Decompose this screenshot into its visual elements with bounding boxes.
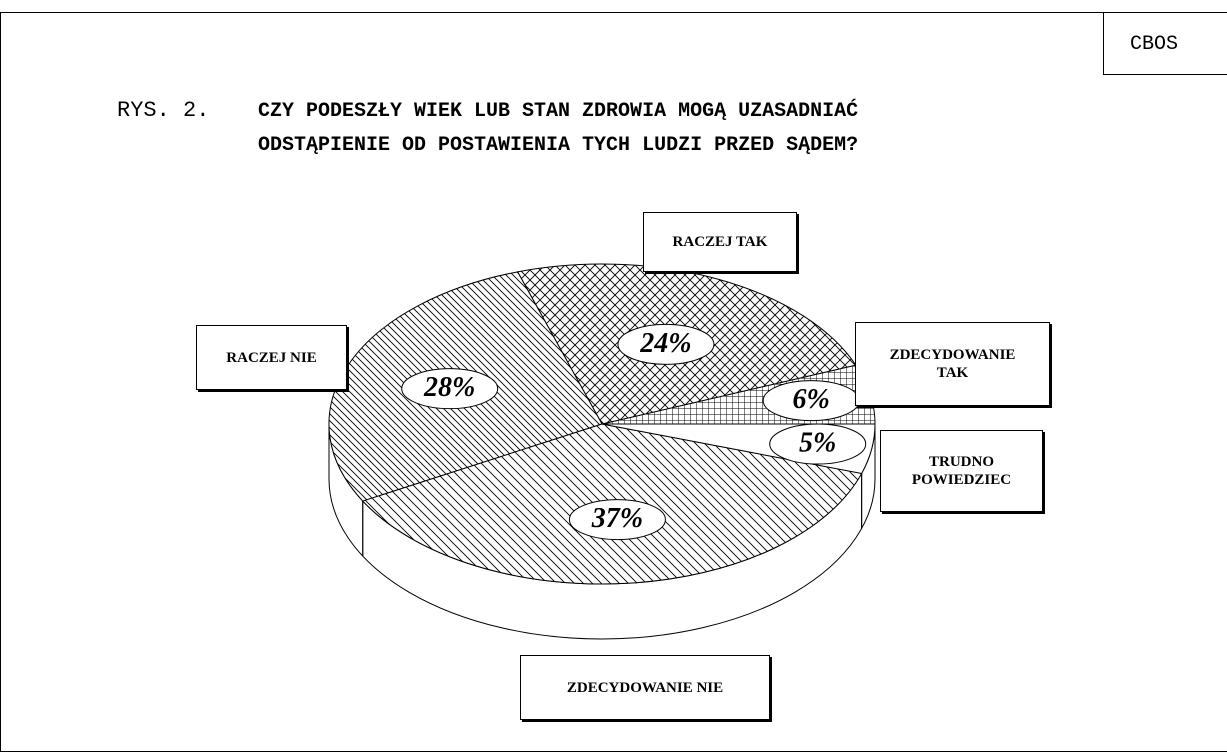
value-label: 37% bbox=[591, 503, 643, 534]
category-label: TRUDNO POWIEDZIEC bbox=[880, 430, 1043, 512]
source: CBOS bbox=[1103, 12, 1227, 75]
value-label-bg bbox=[769, 423, 867, 465]
value-label-bg bbox=[568, 499, 666, 541]
value-label: 5% bbox=[799, 427, 836, 458]
title-prefix: RYS. 2. bbox=[117, 98, 210, 123]
category-label: RACZEJ NIE bbox=[196, 325, 347, 390]
value-label-bg bbox=[617, 323, 715, 365]
category-label: ZDECYDOWANIE NIE bbox=[520, 655, 770, 720]
value-label-bg bbox=[401, 368, 499, 410]
category-label: ZDECYDOWANIE TAK bbox=[855, 322, 1050, 406]
value-label: 24% bbox=[639, 328, 691, 359]
title: ODSTĄPIENIE OD POSTAWIENIA TYCH LUDZI PR… bbox=[258, 134, 859, 157]
value-label: 28% bbox=[423, 372, 475, 403]
value-label: 6% bbox=[793, 384, 830, 415]
category-label: RACZEJ TAK bbox=[643, 212, 797, 272]
title: CZY PODESZŁY WIEK LUB STAN ZDROWIA MOGĄ … bbox=[258, 100, 859, 123]
